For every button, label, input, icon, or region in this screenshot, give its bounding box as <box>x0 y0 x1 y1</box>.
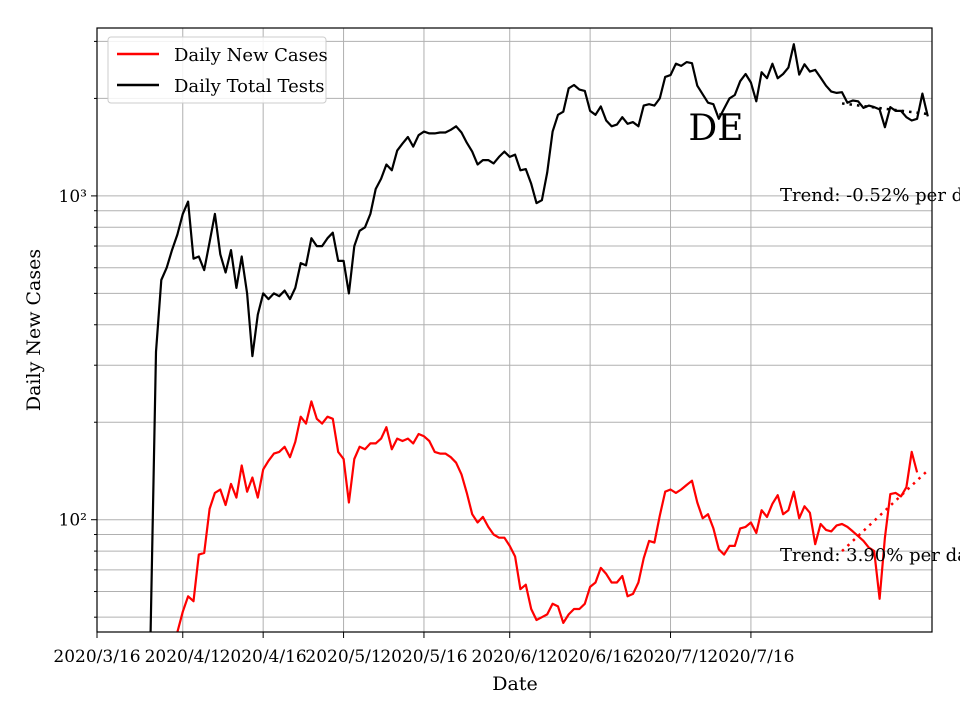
legend-label-cases: Daily New Cases <box>174 45 328 66</box>
x-tick-label: 2020/7/1 <box>632 647 708 667</box>
chart-title: DE <box>688 108 743 149</box>
plot-area <box>149 43 929 632</box>
trend-lines <box>841 102 929 552</box>
x-tick-label: 2020/3/16 <box>53 647 140 667</box>
grid <box>96 28 932 632</box>
y-axis-label: Daily New Cases <box>23 249 45 411</box>
axis-ticks: 2020/3/16 2020/4/12020/4/162020/5/12020/5… <box>53 40 795 667</box>
legend: Daily New Cases Daily Total Tests <box>107 36 328 104</box>
x-tick-label: 2020/6/1 <box>472 647 548 667</box>
y-tick-label: 10³ <box>59 187 87 207</box>
x-tick-label: 2020/5/1 <box>305 647 381 667</box>
x-tick-label: 2020/7/16 <box>707 647 794 667</box>
trend-line-cases <box>841 469 929 552</box>
x-tick-label: 2020/5/16 <box>380 647 467 667</box>
x-tick-label: 2020/4/16 <box>220 647 307 667</box>
series-line-daily-total-tests <box>149 43 929 632</box>
plot-frame <box>96 27 933 633</box>
legend-box <box>107 36 327 104</box>
series-line-daily-new-cases <box>176 400 919 632</box>
y-tick-label: 10² <box>59 511 87 531</box>
x-axis-label: Date <box>492 673 537 695</box>
trend-line-tests <box>841 102 928 116</box>
legend-label-tests: Daily Total Tests <box>174 76 324 97</box>
x-tick-label: 2020/4/1 <box>145 647 221 667</box>
trend-label-tests: Trend: -0.52% per day <box>780 185 960 206</box>
x-tick-label: 2020/6/16 <box>547 647 634 667</box>
trend-label-cases: Trend: 3.90% per day <box>780 545 960 566</box>
